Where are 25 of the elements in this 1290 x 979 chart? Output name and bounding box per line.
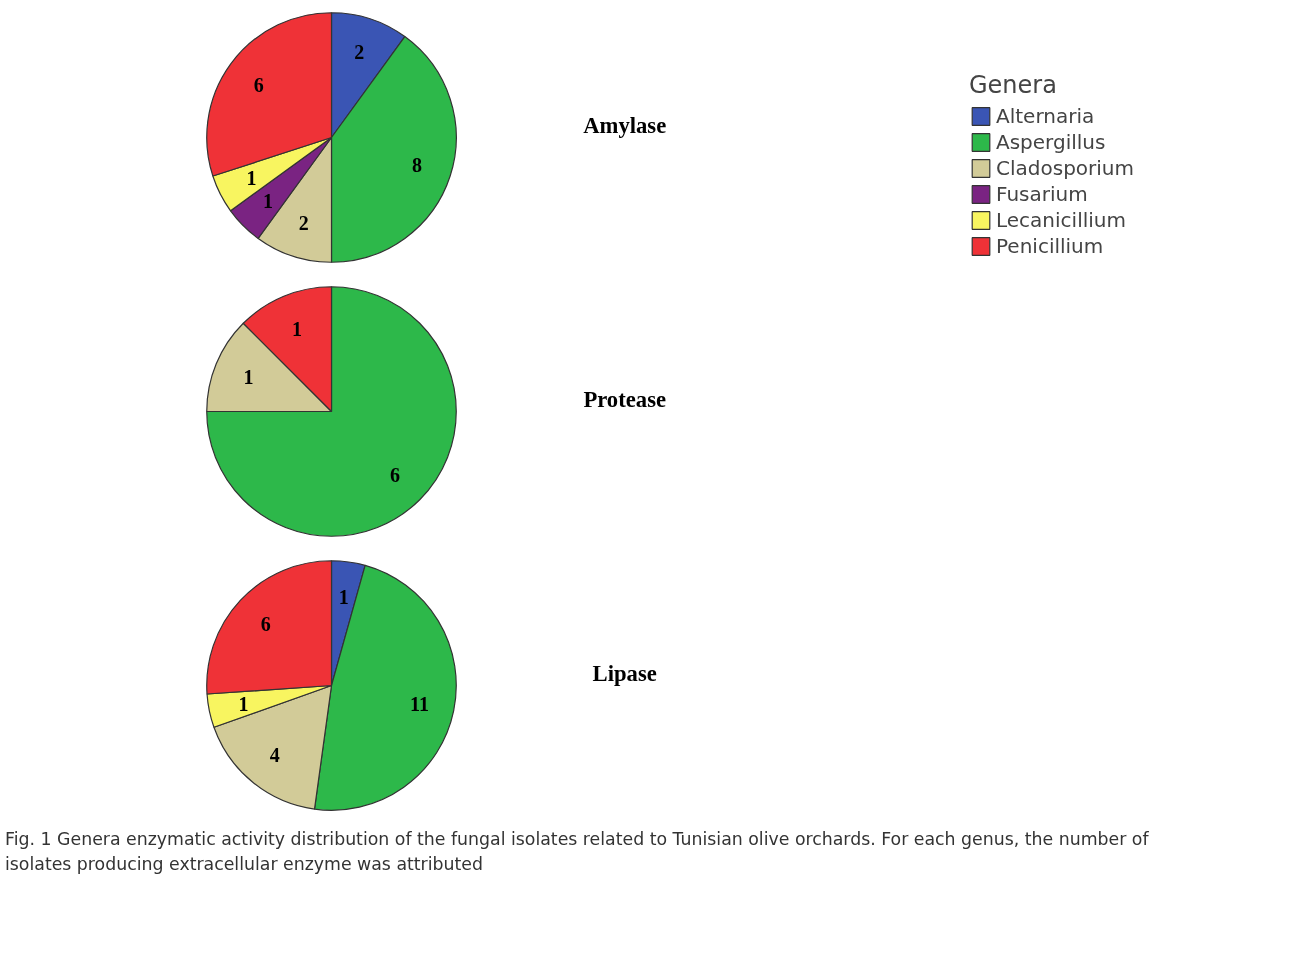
- caption: Fig. 1 Genera enzymatic activity distribution of the fungal isolates related to Tunisian olive orchards. For each genus, the number of isolates producing extracellular enzyme was attributed: [5, 828, 1150, 876]
- data-label: 4: [269, 744, 280, 767]
- data-label: 11: [410, 692, 429, 715]
- data-label: 1: [292, 317, 303, 340]
- data-label: 6: [260, 613, 271, 636]
- data-label: 1: [243, 366, 254, 389]
- data-label: 6: [390, 464, 401, 487]
- data-label: 1: [262, 190, 273, 213]
- legend-label: Penicillium: [996, 234, 1104, 258]
- data-label: 1: [246, 167, 257, 190]
- legend-label: Fusarium: [996, 182, 1088, 206]
- legend-label: Alternaria: [996, 104, 1095, 128]
- text: Protease: [583, 386, 667, 412]
- legend-label: Cladosporium: [996, 156, 1134, 180]
- text: Amylase: [583, 112, 667, 138]
- data-label: 1: [238, 692, 249, 715]
- legend-title: Genera: [969, 71, 1058, 99]
- data-label: 6: [253, 73, 264, 96]
- data-label: 1: [338, 585, 349, 608]
- data-label: 2: [298, 211, 309, 234]
- legend-label: Aspergillus: [996, 130, 1106, 154]
- text: Lipase: [592, 660, 657, 686]
- data-label: 2: [354, 41, 365, 64]
- data-label: 8: [411, 154, 422, 177]
- legend-label: Lecanicillium: [996, 208, 1126, 232]
